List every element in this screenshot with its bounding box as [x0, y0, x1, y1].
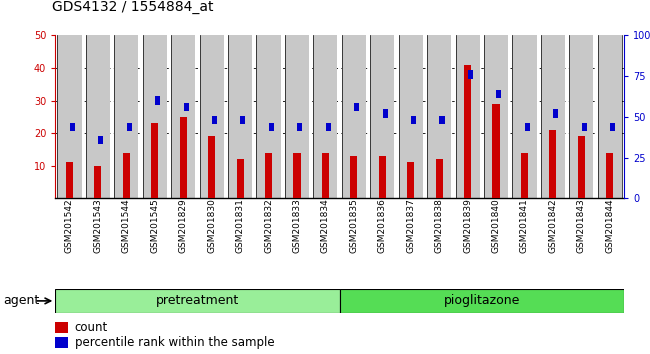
Bar: [525, 122, 530, 131]
Bar: [123, 153, 130, 198]
Bar: [313, 35, 337, 198]
Bar: [55, 289, 339, 313]
Bar: [285, 35, 309, 198]
Bar: [407, 162, 414, 198]
Bar: [293, 153, 300, 198]
Bar: [237, 159, 244, 198]
Text: count: count: [75, 321, 108, 334]
Bar: [171, 35, 195, 198]
Bar: [350, 156, 358, 198]
Bar: [326, 122, 331, 131]
Bar: [439, 116, 445, 124]
Bar: [98, 136, 103, 144]
Bar: [114, 35, 138, 198]
Bar: [569, 35, 593, 198]
Bar: [240, 116, 246, 124]
Bar: [322, 153, 329, 198]
Bar: [411, 116, 416, 124]
Bar: [342, 35, 366, 198]
Bar: [86, 35, 110, 198]
Bar: [610, 122, 615, 131]
Bar: [208, 136, 215, 198]
Bar: [370, 35, 395, 198]
Bar: [228, 35, 252, 198]
Bar: [200, 35, 224, 198]
Bar: [55, 337, 68, 348]
Bar: [582, 122, 587, 131]
Bar: [549, 130, 556, 198]
Bar: [297, 122, 302, 131]
Bar: [456, 35, 480, 198]
Bar: [70, 122, 75, 131]
Bar: [383, 109, 387, 118]
Bar: [57, 35, 81, 198]
Text: pioglitazone: pioglitazone: [443, 295, 520, 307]
Bar: [553, 109, 558, 118]
Bar: [541, 35, 565, 198]
Text: percentile rank within the sample: percentile rank within the sample: [75, 336, 274, 349]
Bar: [578, 136, 585, 198]
Bar: [493, 104, 500, 198]
Bar: [339, 289, 624, 313]
Bar: [66, 162, 73, 198]
Bar: [521, 153, 528, 198]
Bar: [464, 65, 471, 198]
Text: agent: agent: [3, 295, 40, 307]
Bar: [183, 103, 188, 111]
Bar: [484, 35, 508, 198]
Text: pretreatment: pretreatment: [156, 295, 239, 307]
Text: GDS4132 / 1554884_at: GDS4132 / 1554884_at: [52, 0, 213, 14]
Bar: [257, 35, 281, 198]
Bar: [497, 90, 501, 98]
Bar: [151, 123, 159, 198]
Bar: [179, 117, 187, 198]
Bar: [512, 35, 536, 198]
Bar: [55, 321, 68, 333]
Bar: [606, 153, 614, 198]
Bar: [127, 122, 132, 131]
Bar: [143, 35, 167, 198]
Bar: [398, 35, 422, 198]
Bar: [379, 156, 386, 198]
Bar: [468, 70, 473, 79]
Bar: [354, 103, 359, 111]
Bar: [212, 116, 217, 124]
Bar: [436, 159, 443, 198]
Bar: [155, 96, 160, 105]
Bar: [265, 153, 272, 198]
Bar: [598, 35, 622, 198]
Bar: [94, 166, 101, 198]
Bar: [269, 122, 274, 131]
Bar: [427, 35, 451, 198]
